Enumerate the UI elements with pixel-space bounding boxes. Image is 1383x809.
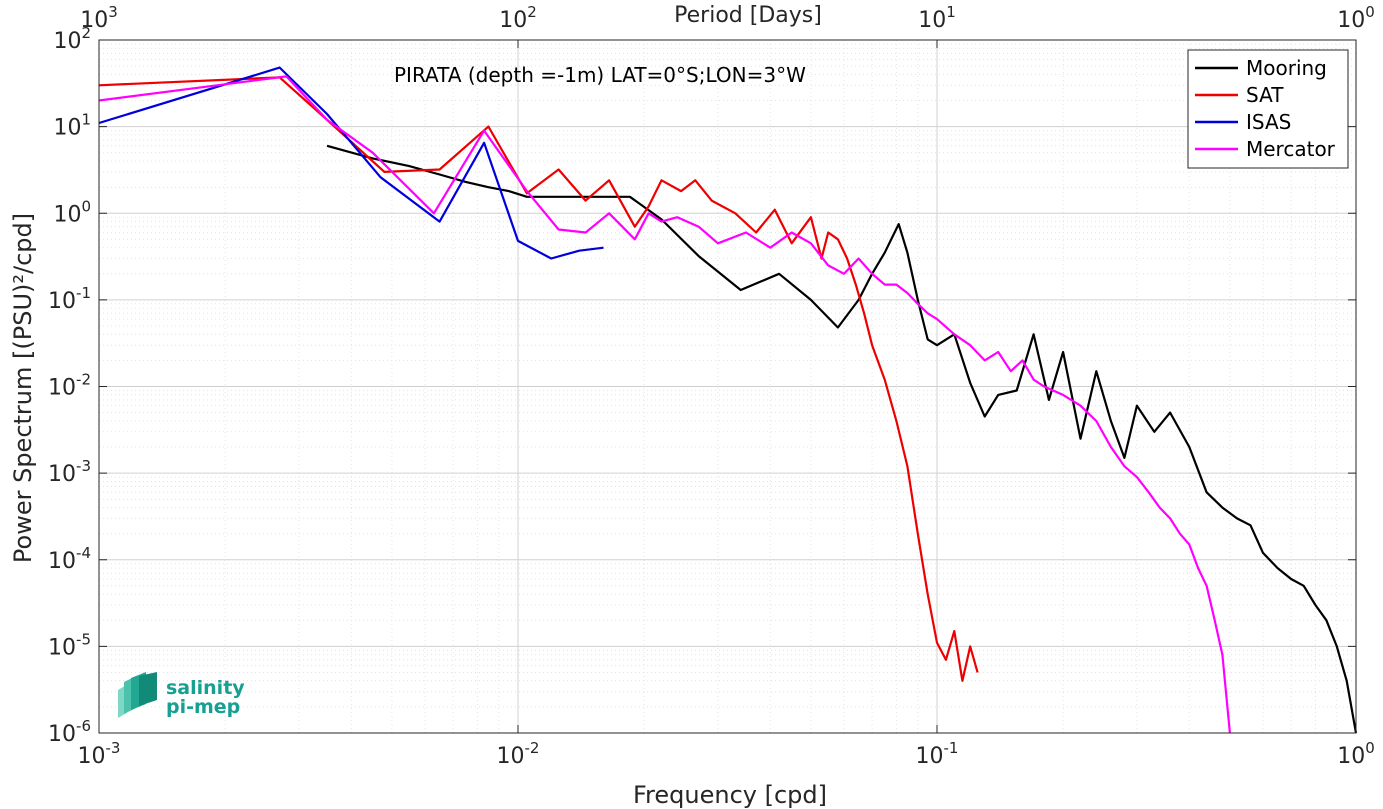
x-tick-label: 10-3 bbox=[78, 739, 121, 769]
y-tick-label: 101 bbox=[53, 111, 91, 141]
y-tick-label: 102 bbox=[53, 24, 91, 54]
y-axis-label-text: Power Spectrum [(PSU)²/cpd] bbox=[9, 213, 37, 563]
y-tick-label: 10-6 bbox=[48, 717, 91, 747]
y-tick-label: 10-2 bbox=[48, 371, 91, 401]
top-tick-label: 102 bbox=[499, 3, 537, 33]
series-line-mooring bbox=[326, 144, 1358, 734]
logo-text-line1: salinity bbox=[166, 677, 245, 699]
x-tick-label: 10-2 bbox=[497, 739, 540, 769]
y-tick-label: 10-5 bbox=[48, 630, 91, 660]
legend-items: Mooring SAT ISAS Mercator bbox=[1195, 56, 1336, 161]
legend-label: ISAS bbox=[1246, 110, 1291, 134]
logo: salinity pi-mep bbox=[118, 672, 245, 718]
series-line-isas bbox=[98, 66, 604, 260]
y-axis-label: Power Spectrum [(PSU)²/cpd] bbox=[9, 213, 37, 563]
y-tick-label: 10-1 bbox=[48, 284, 91, 314]
y-tick-label: 100 bbox=[53, 197, 91, 227]
legend-label: Mooring bbox=[1246, 56, 1327, 80]
legend-label: Mercator bbox=[1246, 137, 1336, 161]
series-lines bbox=[98, 66, 1358, 734]
top-tick-label: 100 bbox=[1337, 3, 1375, 33]
legend: Mooring SAT ISAS Mercator bbox=[1187, 49, 1349, 169]
x-tick-label: 10-1 bbox=[916, 739, 959, 769]
y-tick-label: 10-3 bbox=[48, 457, 91, 487]
top-axis-label: Period [Days] bbox=[674, 3, 822, 28]
legend-label: SAT bbox=[1246, 83, 1284, 107]
y-tick-label: 10-4 bbox=[48, 544, 91, 574]
logo-text-line2: pi-mep bbox=[166, 696, 240, 718]
chart-title: PIRATA (depth =-1m) LAT=0°S;LON=3°W bbox=[394, 63, 806, 87]
series-line-mercator bbox=[98, 75, 1231, 734]
logo-mark-icon bbox=[118, 672, 157, 718]
top-tick-label: 101 bbox=[918, 3, 956, 33]
series-line-sat bbox=[98, 76, 979, 682]
x-tick-label: 100 bbox=[1337, 739, 1375, 769]
x-axis-label: Frequency [cpd] bbox=[633, 781, 827, 809]
top-tick-label: 103 bbox=[80, 3, 118, 33]
